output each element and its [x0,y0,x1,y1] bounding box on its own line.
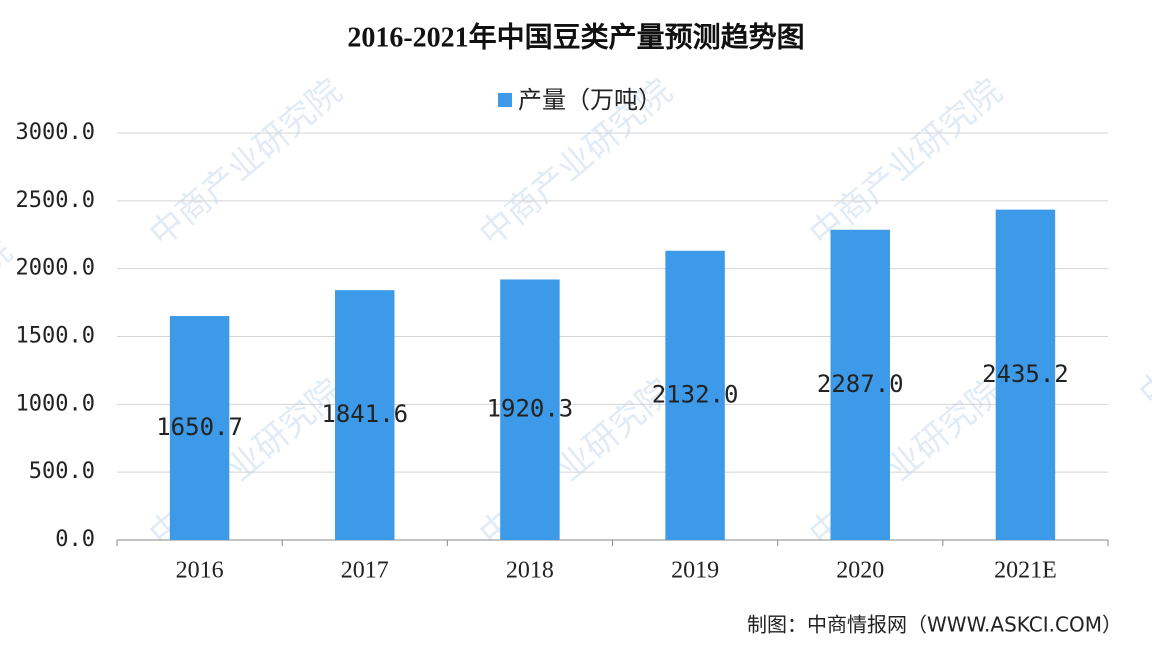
chart-title: 2016-2021年中国豆类产量预测趋势图 [347,20,804,53]
watermark: 中商产业研究院 [142,71,350,255]
data-label: 1920.3 [487,395,574,423]
bar [169,316,230,540]
bar [335,290,395,540]
y-tick-label: 2500.0 [16,188,95,213]
bar [995,209,1056,541]
watermark: 中商产业研究院 [802,71,1010,255]
legend-label: 产量（万吨） [518,86,662,114]
bar [500,279,560,540]
watermark: 中商产业研究院 [1132,231,1152,415]
y-tick-label: 3000.0 [16,120,95,145]
x-tick-label: 2018 [506,558,554,584]
x-tick-label: 2016 [176,558,224,584]
y-tick-label: 500.0 [29,459,95,484]
data-label: 1841.6 [321,400,408,428]
bar [665,250,725,540]
data-label: 2435.2 [982,360,1069,388]
legend-swatch [498,93,512,107]
data-label: 2287.0 [817,370,904,398]
data-label: 2132.0 [652,380,739,408]
bar [830,229,890,540]
y-tick-label: 1000.0 [16,391,95,416]
x-tick-label: 2021E [994,558,1057,584]
y-tick-label: 0.0 [55,527,95,552]
x-tick-label: 2019 [671,558,719,584]
x-tick-label: 2020 [836,558,884,584]
y-tick-label: 1500.0 [16,324,95,349]
x-tick-label: 2017 [341,558,389,584]
y-tick-label: 2000.0 [16,256,95,281]
source-note: 制图：中商情报网（WWW.ASKCI.COM） [747,613,1122,637]
data-label: 1650.7 [156,413,243,441]
